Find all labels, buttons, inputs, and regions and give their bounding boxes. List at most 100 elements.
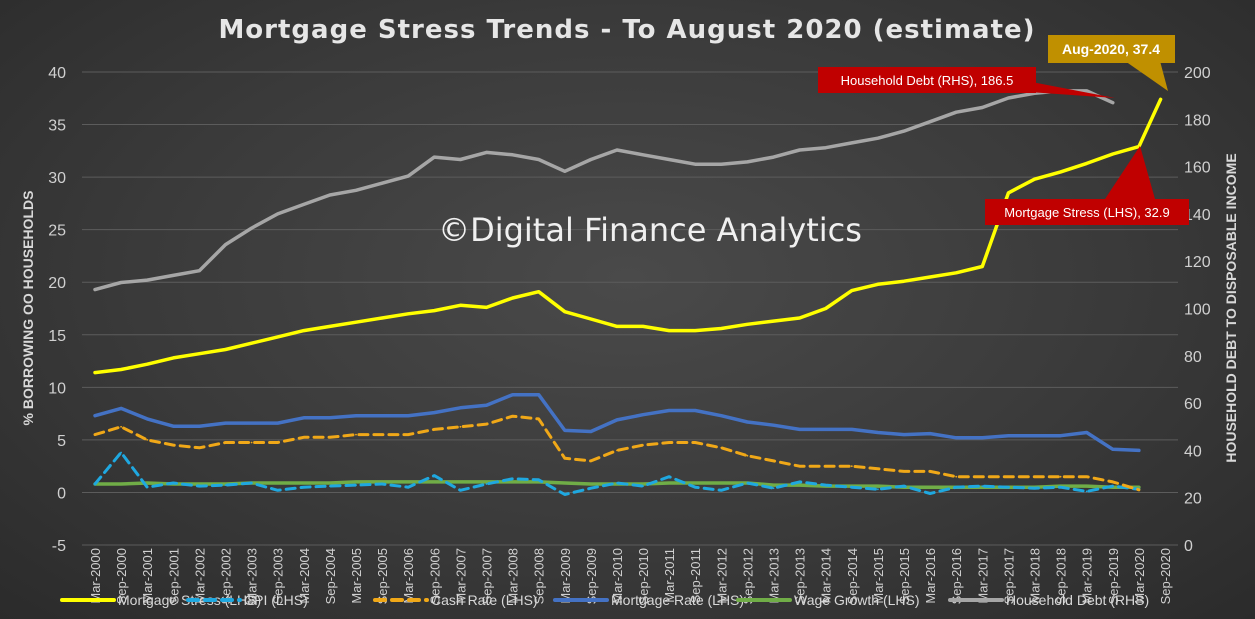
x-tick-label: Sep-2018 — [1054, 548, 1069, 604]
data-point — [511, 477, 514, 480]
data-point — [198, 446, 201, 449]
data-point — [955, 111, 958, 114]
data-point — [877, 431, 879, 434]
data-point — [94, 483, 96, 485]
data-point — [824, 307, 827, 310]
data-point — [537, 393, 540, 396]
data-point — [511, 481, 514, 483]
data-point — [616, 149, 618, 151]
data-point — [146, 279, 149, 281]
x-tick-label: Mar-2015 — [871, 548, 886, 604]
data-point — [694, 486, 697, 489]
data-point — [485, 423, 488, 425]
data-point — [172, 274, 175, 277]
data-point — [120, 483, 122, 485]
data-point — [1085, 90, 1088, 92]
data-point — [798, 481, 801, 483]
data-point — [772, 460, 775, 462]
data-point — [172, 357, 175, 359]
data-point — [981, 265, 984, 268]
data-point — [1138, 488, 1140, 491]
x-tick-label: Mar-2010 — [610, 548, 625, 604]
data-point — [955, 271, 958, 274]
x-tick-label: Mar-2006 — [401, 548, 416, 604]
data-point — [1085, 485, 1088, 487]
data-point — [537, 158, 540, 161]
data-point — [1111, 153, 1114, 155]
data-point — [616, 482, 618, 484]
x-tick-label: Sep-2020 — [1158, 548, 1173, 604]
right-tick-label: 160 — [1184, 160, 1211, 177]
data-point — [172, 482, 175, 484]
x-tick-label: Sep-2001 — [166, 548, 181, 604]
data-point — [250, 342, 253, 345]
legend-label: CPI (LHS) — [244, 592, 308, 608]
data-point — [824, 484, 827, 486]
right-tick-label: 120 — [1184, 254, 1211, 271]
x-tick-label: Mar-2017 — [975, 548, 990, 604]
data-point — [694, 163, 697, 166]
data-point — [224, 422, 227, 424]
x-tick-label: Sep-2015 — [897, 548, 912, 604]
data-point — [485, 481, 488, 483]
data-point — [720, 446, 723, 449]
data-point — [590, 460, 592, 462]
callout-aug-2020-pointer — [1125, 61, 1168, 91]
data-point — [981, 106, 984, 109]
data-point — [1085, 162, 1088, 165]
data-point — [642, 153, 644, 156]
data-point — [407, 433, 410, 436]
data-point — [94, 371, 96, 374]
callout-mortgage-stress: Mortgage Stress (LHS), 32.9 — [985, 146, 1189, 225]
data-point — [381, 433, 383, 436]
callout-mortgage-stress-text: Mortgage Stress (LHS), 32.9 — [1004, 205, 1169, 220]
data-point — [668, 482, 670, 484]
data-point — [903, 130, 905, 133]
data-point — [1111, 448, 1114, 451]
data-point — [642, 325, 644, 328]
data-point — [798, 149, 801, 151]
data-point — [276, 489, 279, 492]
legend-label: Cash Rate (LHS) — [431, 592, 538, 608]
data-point — [329, 436, 331, 439]
data-point — [1138, 486, 1140, 489]
data-point — [850, 465, 853, 468]
x-tick-label: Mar-2016 — [923, 548, 938, 604]
data-point — [1059, 475, 1062, 478]
data-point — [485, 483, 488, 485]
x-tick-label: Mar-2002 — [192, 548, 207, 604]
data-point — [981, 475, 984, 478]
x-tick-label: Mar-2019 — [1080, 548, 1095, 604]
data-point — [616, 419, 618, 421]
data-point — [668, 441, 670, 444]
data-point — [1085, 475, 1088, 478]
data-point — [1159, 98, 1162, 101]
data-point — [824, 146, 827, 149]
data-point — [1007, 486, 1010, 489]
data-point — [877, 488, 879, 491]
data-point — [355, 321, 357, 324]
data-point — [381, 414, 383, 417]
callout-household-debt-box — [818, 67, 1036, 93]
data-point — [824, 465, 827, 468]
data-point — [1033, 434, 1036, 437]
data-point — [433, 309, 436, 312]
data-point — [511, 393, 514, 396]
data-point — [537, 290, 540, 293]
data-point — [929, 486, 931, 489]
data-point — [407, 486, 410, 489]
data-point — [407, 414, 410, 417]
x-axis-ticks: Mar-2000 Sep-2000 Mar-2001 Sep-2001 Mar-2002… — [88, 548, 1173, 604]
data-point — [146, 486, 149, 489]
series-lines — [93, 89, 1163, 496]
left-tick-label: 30 — [48, 170, 66, 187]
data-point — [1007, 475, 1010, 478]
left-tick-label: 0 — [57, 485, 66, 502]
left-tick-label: 25 — [48, 223, 66, 240]
gridlines — [82, 71, 1178, 546]
x-tick-label: Sep-2011 — [688, 548, 703, 603]
data-point — [720, 163, 723, 166]
x-tick-label: Sep-2000 — [114, 548, 129, 604]
data-point — [355, 481, 357, 483]
x-tick-label: Mar-2000 — [88, 548, 103, 604]
